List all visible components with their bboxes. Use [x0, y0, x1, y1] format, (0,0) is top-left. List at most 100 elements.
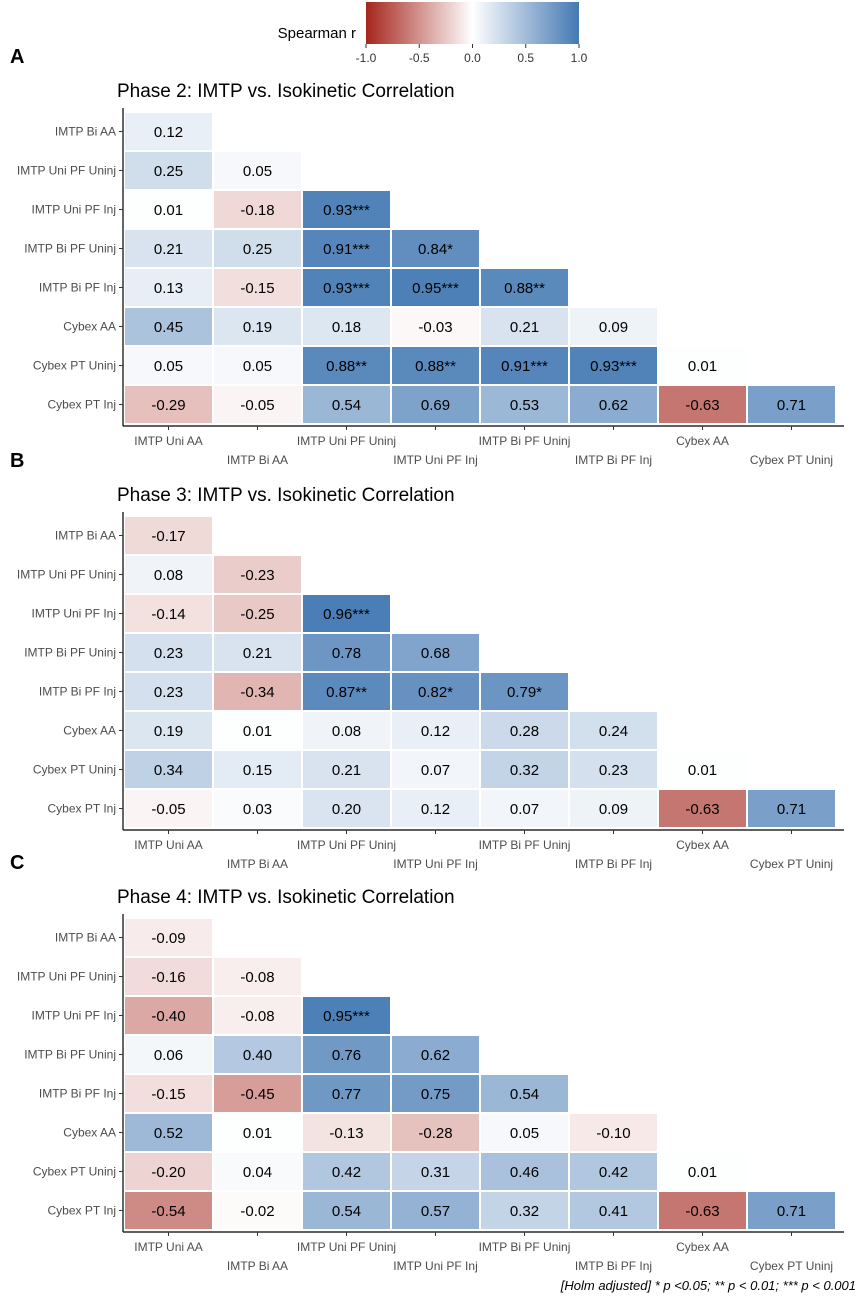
- cell-value-label: 0.54: [510, 1086, 539, 1103]
- heatmap-panel-b: B Phase 3: IMTP vs. Isokinetic Correlatio…: [10, 450, 844, 871]
- color-legend: Spearman r -1.0 -0.5 0.0 0.5 1.0: [278, 2, 588, 65]
- heatmap-cell: [390, 632, 481, 673]
- heatmap-cell: [568, 384, 659, 425]
- cell-value-label: 0.71: [777, 1203, 806, 1220]
- legend-tick-label: 0.0: [464, 51, 481, 65]
- cell-value-label: 0.18: [332, 319, 361, 336]
- legend-tick-label: -0.5: [409, 51, 430, 65]
- cell-value-label: -0.63: [685, 397, 719, 414]
- heatmap-cell: [301, 788, 392, 829]
- legend-tick-label: 1.0: [571, 51, 588, 65]
- cell-value-label: 0.54: [332, 1203, 361, 1220]
- heatmap-cell: [390, 384, 481, 425]
- heatmap-cell: [479, 306, 570, 347]
- cell-value-label: 0.21: [154, 241, 183, 258]
- heatmap-cell: [568, 749, 659, 790]
- cell-value-label: -0.15: [151, 1086, 185, 1103]
- x-tick-label: IMTP Bi PF Inj: [575, 857, 652, 871]
- y-tick-label: Cybex PT Inj: [48, 802, 116, 816]
- cell-value-label: 0.79*: [507, 684, 542, 701]
- heatmap-cell: [568, 1112, 659, 1153]
- cell-value-label: -0.05: [240, 397, 274, 414]
- cell-value-label: 0.71: [777, 397, 806, 414]
- heatmap-cell: [479, 749, 570, 790]
- cell-value-label: 0.12: [421, 801, 450, 818]
- cell-value-label: -0.10: [596, 1125, 630, 1142]
- cell-value-label: 0.31: [421, 1164, 450, 1181]
- cell-value-label: 0.62: [421, 1047, 450, 1064]
- heatmap-cell: [390, 1190, 481, 1231]
- x-tick-label: IMTP Uni PF Uninj: [297, 838, 396, 852]
- cell-value-label: -0.14: [151, 606, 185, 623]
- heatmap-cell: [301, 671, 392, 712]
- x-tick-label: IMTP Uni PF Inj: [393, 453, 477, 467]
- cell-value-label: 0.96***: [323, 606, 370, 623]
- heatmap-cell: [301, 632, 392, 673]
- panel-label: B: [10, 450, 24, 472]
- cell-value-label: 0.40: [243, 1047, 272, 1064]
- cell-value-label: 0.05: [243, 358, 272, 375]
- heatmap-cell: [301, 1190, 392, 1231]
- y-tick-label: IMTP Bi PF Inj: [39, 1087, 116, 1101]
- cell-value-label: 0.04: [243, 1164, 272, 1181]
- heatmap-cell: [479, 710, 570, 751]
- heatmap-cell: [212, 995, 303, 1036]
- cell-value-label: 0.09: [599, 801, 628, 818]
- legend-tick-label: 0.5: [517, 51, 534, 65]
- cell-value-label: 0.95***: [323, 1008, 370, 1025]
- cell-value-label: 0.20: [332, 801, 361, 818]
- y-tick-label: Cybex PT Inj: [48, 398, 116, 412]
- heatmap-panel-c: C Phase 4: IMTP vs. Isokinetic Correlatio…: [10, 852, 844, 1273]
- cell-value-label: 0.34: [154, 762, 183, 779]
- y-tick-label: IMTP Uni PF Inj: [32, 1009, 116, 1023]
- cell-value-label: -0.63: [685, 1203, 719, 1220]
- cell-value-label: -0.23: [240, 567, 274, 584]
- panel-title: Phase 4: IMTP vs. Isokinetic Correlation: [117, 887, 455, 908]
- cell-value-label: 0.75: [421, 1086, 450, 1103]
- cell-value-label: 0.82*: [418, 684, 453, 701]
- panel-title: Phase 3: IMTP vs. Isokinetic Correlation: [117, 485, 455, 506]
- y-tick-label: IMTP Uni PF Uninj: [17, 568, 116, 582]
- significance-footnote: [Holm adjusted] * p <0.05; ** p < 0.01; …: [560, 1278, 856, 1293]
- x-tick-label: IMTP Uni AA: [134, 838, 202, 852]
- heatmap-cell: [212, 150, 303, 191]
- cell-value-label: 0.32: [510, 1203, 539, 1220]
- panel-title: Phase 2: IMTP vs. Isokinetic Correlation: [117, 81, 455, 102]
- heatmap-cell: [123, 228, 214, 269]
- x-tick-label: IMTP Uni AA: [134, 434, 202, 448]
- cell-value-label: 0.07: [421, 762, 450, 779]
- x-tick-label: IMTP Uni AA: [134, 1240, 202, 1254]
- legend-colorbar: [366, 2, 579, 44]
- cell-value-label: 0.41: [599, 1203, 628, 1220]
- cell-value-label: 0.88**: [415, 358, 456, 375]
- cell-value-label: -0.08: [240, 1008, 274, 1025]
- heatmap-cell: [301, 749, 392, 790]
- heatmap-cell: [123, 384, 214, 425]
- cell-value-label: 0.71: [777, 801, 806, 818]
- cell-value-label: 0.87**: [326, 684, 367, 701]
- cell-value-label: -0.25: [240, 606, 274, 623]
- cell-value-label: 0.09: [599, 319, 628, 336]
- cell-value-label: 0.93***: [323, 280, 370, 297]
- heatmap-cell: [212, 384, 303, 425]
- cell-value-label: 0.57: [421, 1203, 450, 1220]
- cell-value-label: 0.21: [332, 762, 361, 779]
- cell-value-label: 0.42: [332, 1164, 361, 1181]
- y-tick-label: IMTP Bi PF Uninj: [24, 242, 116, 256]
- x-tick-label: Cybex AA: [676, 434, 729, 448]
- cell-value-label: 0.12: [154, 124, 183, 141]
- heatmap-cell: [746, 384, 837, 425]
- y-tick-label: IMTP Uni PF Uninj: [17, 164, 116, 178]
- y-tick-label: IMTP Bi AA: [55, 125, 116, 139]
- y-tick-label: Cybex AA: [63, 1126, 116, 1140]
- cell-value-label: 0.19: [154, 723, 183, 740]
- cell-value-label: 0.12: [421, 723, 450, 740]
- heatmap-cell: [479, 788, 570, 829]
- heatmap-cell: [390, 788, 481, 829]
- heatmap-cell: [479, 345, 570, 386]
- cell-value-label: 0.05: [243, 163, 272, 180]
- legend-tick-label: -1.0: [356, 51, 377, 65]
- x-tick-label: IMTP Bi AA: [227, 453, 288, 467]
- cell-value-label: 0.28: [510, 723, 539, 740]
- y-tick-label: Cybex PT Uninj: [33, 1165, 116, 1179]
